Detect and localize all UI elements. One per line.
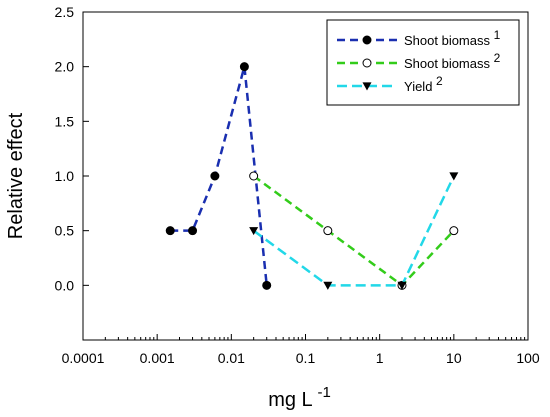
legend-label-3: Yield 2 (404, 74, 443, 94)
data-point (262, 280, 272, 290)
x-tick-label: 0.0001 (62, 350, 105, 366)
plot-area: 0.0 0.5 1.0 1.5 2.0 2.5 0.0001 0.001 0.01 0.1 1 10 1… (5, 4, 540, 411)
x-tick-label: 0.01 (218, 350, 245, 366)
data-point (323, 281, 333, 290)
data-point (249, 227, 259, 236)
y-tick-label: 0.0 (55, 277, 75, 293)
x-tick-label: 0.001 (140, 350, 175, 366)
data-point (449, 226, 459, 236)
legend-box (326, 19, 520, 106)
y-tick-label: 0.5 (55, 223, 75, 239)
x-axis-title: mg L -1 (268, 384, 331, 411)
legend-label-2: Shoot biomass 2 (404, 51, 501, 71)
x-tick-label: 0.1 (296, 350, 316, 366)
x-tick-label: 1 (376, 350, 384, 366)
data-point (165, 226, 175, 236)
data-point (449, 172, 459, 181)
data-point (323, 226, 333, 236)
x-tick-label: 10 (446, 350, 462, 366)
y-axis-title: Relative effect (5, 112, 27, 239)
legend-marker (362, 35, 372, 45)
y-tick-label: 1.0 (55, 168, 75, 184)
legend-marker (362, 58, 372, 68)
series-line-2 (252, 174, 455, 287)
legend-marker (362, 82, 372, 91)
data-point (188, 226, 198, 236)
y-tick-label: 2.0 (55, 59, 75, 75)
data-point (397, 281, 407, 290)
y-tick-label: 1.5 (55, 113, 75, 129)
y-tick-label: 2.5 (55, 4, 75, 20)
legend-label-1: Shoot biomass 1 (404, 28, 501, 48)
data-point (249, 171, 259, 181)
data-point (239, 62, 249, 72)
x-tick-label: 100 (516, 350, 540, 366)
data-point (210, 171, 220, 181)
series-line-3 (252, 175, 455, 287)
